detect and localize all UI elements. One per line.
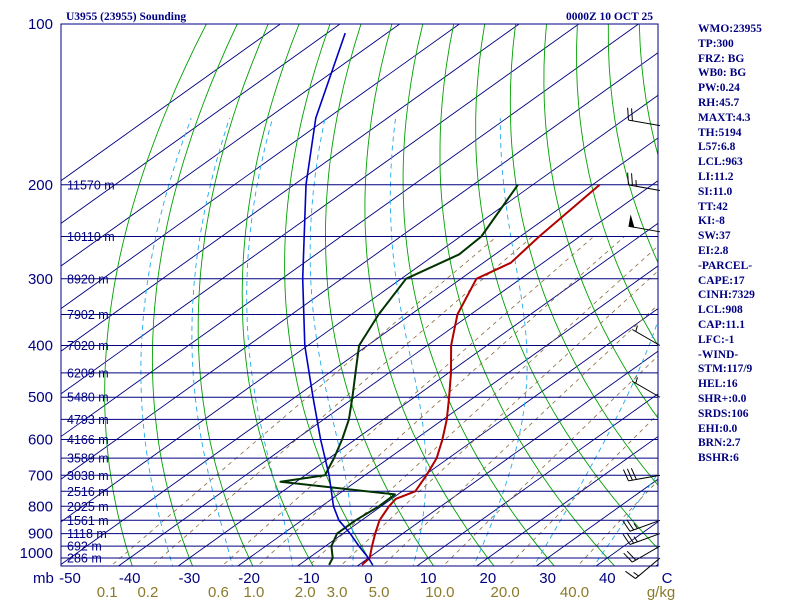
height-labels: 11570 m 10110 m 8920 m 7902 m 7020 m 6209 m 54… bbox=[67, 178, 115, 565]
height-label: 4793 m bbox=[67, 413, 109, 427]
temperature-tick-label: 40 bbox=[599, 570, 616, 587]
mixing-ratio-label: 0.6 bbox=[208, 584, 229, 600]
pressure-tick-label: 800 bbox=[28, 498, 53, 515]
mixing-ratio-label: 10.0 bbox=[425, 584, 454, 600]
index-item: WB0: BG bbox=[698, 66, 762, 81]
mixing-ratio-label: 1.0 bbox=[243, 584, 264, 600]
index-item: L57:6.8 bbox=[698, 140, 762, 155]
pressure-tick-label: 900 bbox=[28, 526, 53, 543]
plot-background bbox=[61, 24, 658, 566]
index-item: LI:11.2 bbox=[698, 170, 762, 185]
dry-adiabat-line bbox=[794, 24, 800, 569]
height-label: 6209 m bbox=[67, 366, 109, 380]
pressure-tick-label: 1000 bbox=[20, 545, 53, 562]
temperature-tick-label: -50 bbox=[59, 570, 81, 587]
mixing-ratio-label: 20.0 bbox=[490, 584, 519, 600]
index-item: CAP:11.1 bbox=[698, 318, 762, 333]
index-item: KI:-8 bbox=[698, 214, 762, 229]
mixing-ratio-label: 0.2 bbox=[137, 584, 158, 600]
index-item: FRZ: BG bbox=[698, 52, 762, 67]
index-item: SW:37 bbox=[698, 229, 762, 244]
pressure-tick-label: 700 bbox=[28, 467, 53, 484]
temperature-tick-label: -30 bbox=[179, 570, 201, 587]
index-item: SHR+:0.0 bbox=[698, 392, 762, 407]
mixing-ratio-label: 5.0 bbox=[369, 584, 390, 600]
chart-time: 0000Z 10 OCT 25 bbox=[566, 11, 653, 23]
height-label: 7020 m bbox=[67, 339, 109, 353]
pressure-tick-label: 500 bbox=[28, 389, 53, 406]
mixing-ratio-label: 0.1 bbox=[97, 584, 118, 600]
index-item: -PARCEL- bbox=[698, 259, 762, 274]
index-item: BRN:2.7 bbox=[698, 436, 762, 451]
index-item: LCL:908 bbox=[698, 303, 762, 318]
height-label: 10110 m bbox=[67, 230, 115, 244]
height-label: 11570 m bbox=[67, 178, 115, 192]
pressure-tick-label: 600 bbox=[28, 432, 53, 449]
height-label: 286 m bbox=[67, 552, 102, 566]
index-item: LFC:-1 bbox=[698, 333, 762, 348]
height-label: 7902 m bbox=[67, 308, 109, 322]
height-label: 3589 m bbox=[67, 452, 109, 466]
index-item: SI:11.0 bbox=[698, 185, 762, 200]
pressure-tick-label: 300 bbox=[28, 271, 53, 288]
height-label: 3038 m bbox=[67, 469, 109, 483]
index-item: RH:45.7 bbox=[698, 96, 762, 111]
height-label: 5480 m bbox=[67, 391, 109, 405]
height-label: 4166 m bbox=[67, 433, 109, 447]
index-item: TT:42 bbox=[698, 200, 762, 215]
index-item: BSHR:6 bbox=[698, 451, 762, 466]
index-item: EHI:0.0 bbox=[698, 422, 762, 437]
pressure-tick-label: 400 bbox=[28, 338, 53, 355]
index-item: TH:5194 bbox=[698, 126, 762, 141]
mixing-ratio-label: 40.0 bbox=[560, 584, 589, 600]
index-item: WMO:23955 bbox=[698, 22, 762, 37]
index-item: MAXT:4.3 bbox=[698, 111, 762, 126]
mixing-ratio-label: 3.0 bbox=[327, 584, 348, 600]
mixing-ratio-label: 2.0 bbox=[295, 584, 316, 600]
height-label: 2516 m bbox=[67, 485, 109, 499]
mixing-ratio-label: g/kg bbox=[647, 584, 675, 600]
index-item: LCL:963 bbox=[698, 155, 762, 170]
pressure-tick-label: 200 bbox=[28, 177, 53, 194]
temperature-tick-label: 30 bbox=[539, 570, 556, 587]
dry-adiabat-line bbox=[763, 24, 800, 569]
index-item: STM:117/9 bbox=[698, 362, 762, 377]
chart-title: U3955 (23955) Sounding bbox=[66, 11, 186, 23]
index-item: TP:300 bbox=[698, 37, 762, 52]
index-item: SRDS:106 bbox=[698, 407, 762, 422]
index-item: CAPE:17 bbox=[698, 274, 762, 289]
height-label: 8920 m bbox=[67, 272, 109, 286]
height-label: 2025 m bbox=[67, 500, 109, 514]
height-label: 1561 m bbox=[67, 514, 109, 528]
pressure-tick-label: 100 bbox=[28, 16, 53, 33]
index-item: HEL:16 bbox=[698, 377, 762, 392]
index-item: -WIND- bbox=[698, 348, 762, 363]
pressure-unit-label: mb bbox=[33, 570, 54, 587]
index-item: CINH:7329 bbox=[698, 288, 762, 303]
index-item: EI:2.8 bbox=[698, 244, 762, 259]
index-item: PW:0.24 bbox=[698, 81, 762, 96]
